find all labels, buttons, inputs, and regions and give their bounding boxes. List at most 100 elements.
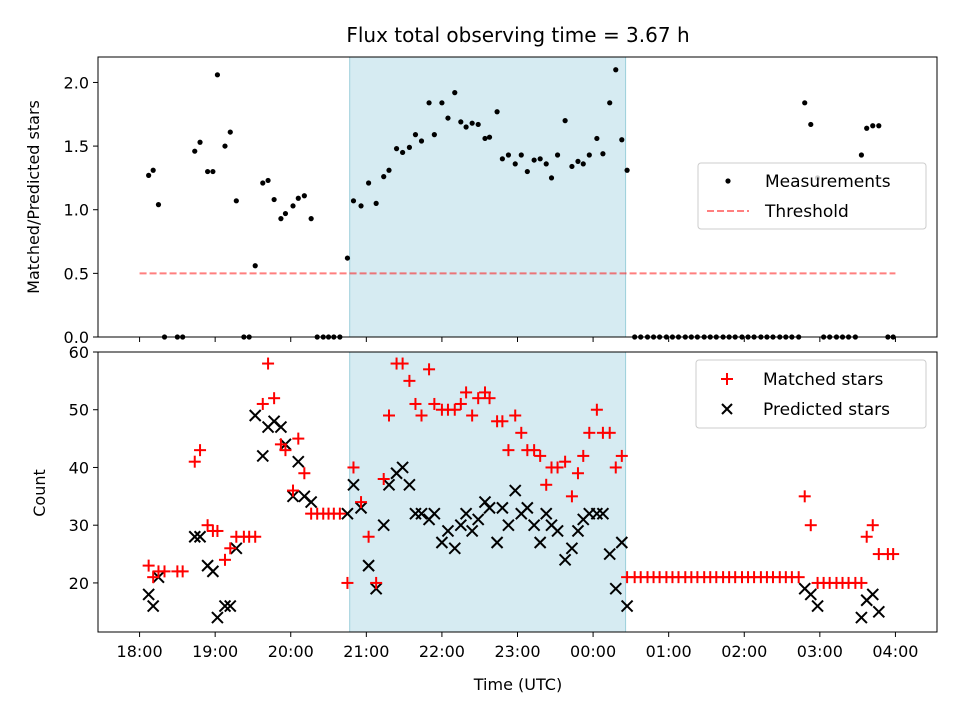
measurement-point [227, 129, 233, 135]
count-x-ticks: 18:00 19:00 20:00 21:00 22:00 23:00 00:00 01:00… [117, 632, 918, 661]
measurement-point [518, 152, 524, 158]
matched-point [466, 409, 479, 422]
measurement-point [607, 100, 613, 106]
matched-point [502, 444, 515, 457]
measurement-point [580, 161, 586, 167]
measurement-point [594, 135, 600, 142]
measurement-point [463, 124, 469, 130]
measurement-point [619, 137, 625, 143]
predicted-point [855, 611, 868, 624]
predicted-point [521, 501, 534, 515]
legend-matched-label: Matched stars [763, 370, 883, 390]
predicted-point [448, 542, 461, 555]
matched-point [218, 553, 231, 566]
measurement-point [146, 172, 152, 178]
predicted-point [142, 588, 155, 601]
matched-point [483, 392, 496, 405]
measurement-point [624, 167, 630, 173]
predicted-point [230, 542, 243, 555]
predicted-point [609, 582, 622, 595]
predicted-point [382, 478, 396, 491]
measurement-point [204, 168, 211, 175]
measurement-point [344, 255, 351, 261]
measurement-point [475, 121, 481, 128]
y-tick-label: 50 [69, 401, 89, 420]
matched-point [292, 432, 305, 445]
matched-point [383, 409, 396, 422]
measurement-point [494, 109, 500, 115]
measurement-point [562, 118, 568, 124]
matched-point [256, 397, 269, 410]
predicted-point [304, 495, 318, 509]
matched-point [370, 576, 383, 589]
measurement-point [222, 143, 228, 149]
matched-point [860, 530, 873, 543]
matched-point [287, 484, 300, 497]
predicted-points [142, 409, 886, 624]
y-tick-label: 1.0 [64, 201, 89, 220]
matched-point [409, 397, 422, 410]
measurement-point [431, 132, 437, 138]
y-tick-label: 1.5 [64, 137, 89, 156]
x-tick-label: 18:00 [117, 642, 163, 661]
count-legend: Matched stars Predicted stars [695, 359, 927, 429]
measurement-point [537, 156, 543, 162]
predicted-point [509, 484, 522, 497]
predicted-point [211, 611, 224, 624]
count-y-axis-label: Count [30, 469, 49, 517]
measurement-point [295, 195, 301, 201]
measurement-point [386, 167, 392, 173]
predicted-point [341, 507, 354, 520]
x-tick-label: 19:00 [192, 642, 238, 661]
measurement-point [210, 168, 216, 175]
y-tick-label: 60 [69, 343, 89, 362]
predicted-point [804, 588, 817, 601]
y-tick-label: 0.0 [64, 328, 89, 347]
matched-point [268, 392, 281, 405]
measurement-point [499, 156, 505, 162]
count-legend-box [695, 359, 927, 429]
ratio-panel: 0.0 0.5 1.0 1.5 2.0 Flux total observing tim… [24, 23, 938, 347]
matched-point [249, 530, 262, 543]
predicted-point [377, 518, 390, 532]
measurement-point [373, 200, 379, 206]
predicted-point [441, 524, 455, 538]
measurement-point [426, 100, 432, 106]
measurement-point [400, 149, 406, 156]
predicted-point [603, 547, 616, 561]
matched-point [362, 530, 375, 543]
measurement-point [543, 161, 549, 167]
matched-point [590, 403, 603, 416]
y-tick-label: 2.0 [64, 73, 89, 92]
measurement-point [271, 196, 277, 203]
y-tick-label: 40 [69, 458, 89, 477]
matched-point [454, 397, 467, 410]
measurement-point [381, 174, 387, 180]
chart-title: Flux total observing time = 3.67 h [346, 23, 689, 47]
measurement-point [282, 210, 289, 217]
matched-point [792, 571, 805, 584]
measurement-point [265, 177, 271, 184]
measurement-point [548, 175, 555, 181]
measurement-point [486, 134, 493, 140]
legend-measurements-label: Measurements [765, 172, 891, 192]
legend-matched-marker [721, 373, 733, 385]
measurement-point [233, 198, 239, 204]
measurement-point [600, 151, 606, 157]
matched-point [211, 524, 224, 537]
predicted-point [256, 449, 269, 463]
predicted-point [428, 507, 441, 520]
predicted-point [347, 478, 360, 491]
measurement-point [406, 144, 413, 150]
predicted-point [435, 536, 449, 549]
matched-point [428, 397, 441, 410]
matched-point [515, 426, 528, 439]
predicted-point [403, 478, 416, 491]
matched-point [262, 357, 275, 370]
predicted-point [415, 507, 428, 520]
predicted-point [454, 518, 468, 532]
measurement-point [418, 138, 425, 144]
matched-point [224, 542, 237, 555]
measurement-point [586, 152, 592, 158]
measurement-point [613, 67, 619, 73]
